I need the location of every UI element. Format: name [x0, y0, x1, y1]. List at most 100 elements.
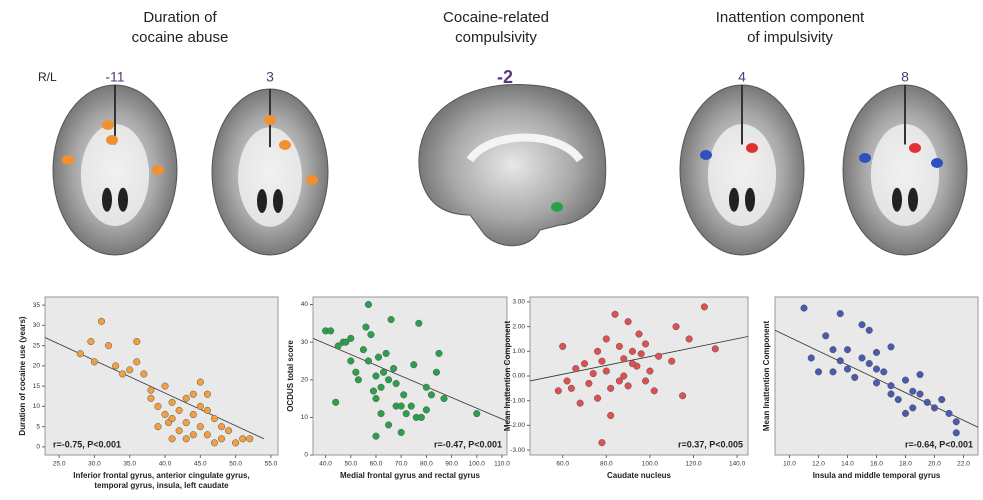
activation	[62, 155, 74, 165]
data-point	[390, 365, 397, 372]
y-tick-label: 0	[304, 452, 308, 459]
ventricle	[729, 188, 739, 212]
data-point	[880, 369, 887, 376]
x-tick-label: 20.0	[928, 461, 941, 468]
data-point	[373, 373, 380, 380]
y-tick-label: 5	[36, 423, 40, 430]
data-point	[638, 350, 645, 357]
y-axis-label: Mean Inattention Component	[503, 321, 512, 432]
x-tick-label: 100.0	[642, 461, 659, 468]
ventricle	[118, 188, 128, 212]
data-point	[616, 343, 623, 350]
data-point	[873, 380, 880, 387]
plot-area	[775, 297, 978, 455]
x-tick-label: 80.0	[600, 461, 613, 468]
plot-area	[45, 297, 278, 455]
x-tick-label: 12.0	[812, 461, 825, 468]
slice-label: 4	[738, 69, 746, 85]
data-point	[105, 342, 112, 349]
plot-area	[530, 297, 748, 455]
data-point	[433, 369, 440, 376]
data-point	[88, 338, 95, 345]
data-point	[385, 376, 392, 383]
data-point	[590, 370, 597, 377]
data-point	[408, 403, 415, 410]
ventricle	[273, 189, 283, 213]
data-point	[701, 304, 708, 311]
y-axis-label: OCDUS total score	[286, 340, 295, 412]
data-point	[169, 399, 176, 406]
x-tick-label: 25.0	[53, 461, 66, 468]
y-tick-label: 20	[33, 363, 41, 370]
data-point	[365, 301, 372, 308]
ventricle	[745, 188, 755, 212]
slice-label: 8	[901, 69, 909, 85]
data-point	[232, 440, 239, 447]
x-axis-label: Medial frontal gyrus and rectal gyrus	[340, 471, 481, 480]
data-point	[416, 320, 423, 327]
y-tick-label: 10	[33, 403, 41, 410]
data-point	[218, 423, 225, 430]
x-tick-label: 40.0	[319, 461, 332, 468]
data-point	[568, 385, 575, 392]
data-point	[398, 429, 405, 436]
plot-area	[313, 297, 507, 455]
data-point	[586, 380, 593, 387]
data-point	[368, 331, 375, 338]
activation	[106, 135, 118, 145]
data-point	[851, 374, 858, 381]
orientation-label: R/L	[38, 70, 57, 84]
data-point	[859, 355, 866, 362]
data-point	[572, 365, 579, 372]
brain-images	[53, 84, 967, 255]
data-point	[398, 403, 405, 410]
data-point	[133, 338, 140, 345]
y-tick-label: 30	[33, 322, 41, 329]
data-point	[378, 384, 385, 391]
data-point	[225, 427, 232, 434]
data-point	[385, 422, 392, 429]
data-point	[388, 316, 395, 323]
data-point	[428, 392, 435, 399]
data-point	[190, 411, 197, 418]
y-tick-label: 40	[301, 301, 309, 308]
data-point	[668, 358, 675, 365]
data-point	[679, 392, 686, 399]
data-point	[866, 360, 873, 367]
data-point	[603, 336, 610, 343]
y-tick-label: 30	[301, 339, 309, 346]
data-point	[393, 380, 400, 387]
x-tick-label: 30.0	[88, 461, 101, 468]
data-point	[712, 346, 719, 353]
data-point	[581, 360, 588, 367]
data-point	[620, 355, 627, 362]
x-axis-label: Insula and middle temporal gyrus	[813, 471, 941, 480]
activation	[931, 158, 943, 168]
data-point	[423, 407, 430, 414]
data-point	[400, 392, 407, 399]
x-tick-label: 50.0	[344, 461, 357, 468]
data-point	[380, 369, 387, 376]
data-point	[204, 407, 211, 414]
ventricle	[102, 188, 112, 212]
data-point	[423, 384, 430, 391]
activation	[700, 150, 712, 160]
x-tick-label: 90.0	[445, 461, 458, 468]
data-point	[801, 305, 808, 312]
data-point	[112, 363, 119, 370]
data-point	[141, 371, 148, 378]
y-tick-label: 25	[33, 342, 41, 349]
data-point	[629, 348, 636, 355]
data-point	[363, 324, 370, 331]
data-point	[378, 410, 385, 417]
data-point	[403, 410, 410, 417]
data-point	[204, 391, 211, 398]
data-point	[909, 388, 916, 395]
y-tick-label: 3.00	[512, 299, 525, 306]
data-point	[873, 366, 880, 373]
x-tick-label: 40.0	[159, 461, 172, 468]
y-tick-label: 1.00	[512, 348, 525, 355]
data-point	[888, 344, 895, 351]
data-point	[607, 385, 614, 392]
data-point	[365, 358, 372, 365]
